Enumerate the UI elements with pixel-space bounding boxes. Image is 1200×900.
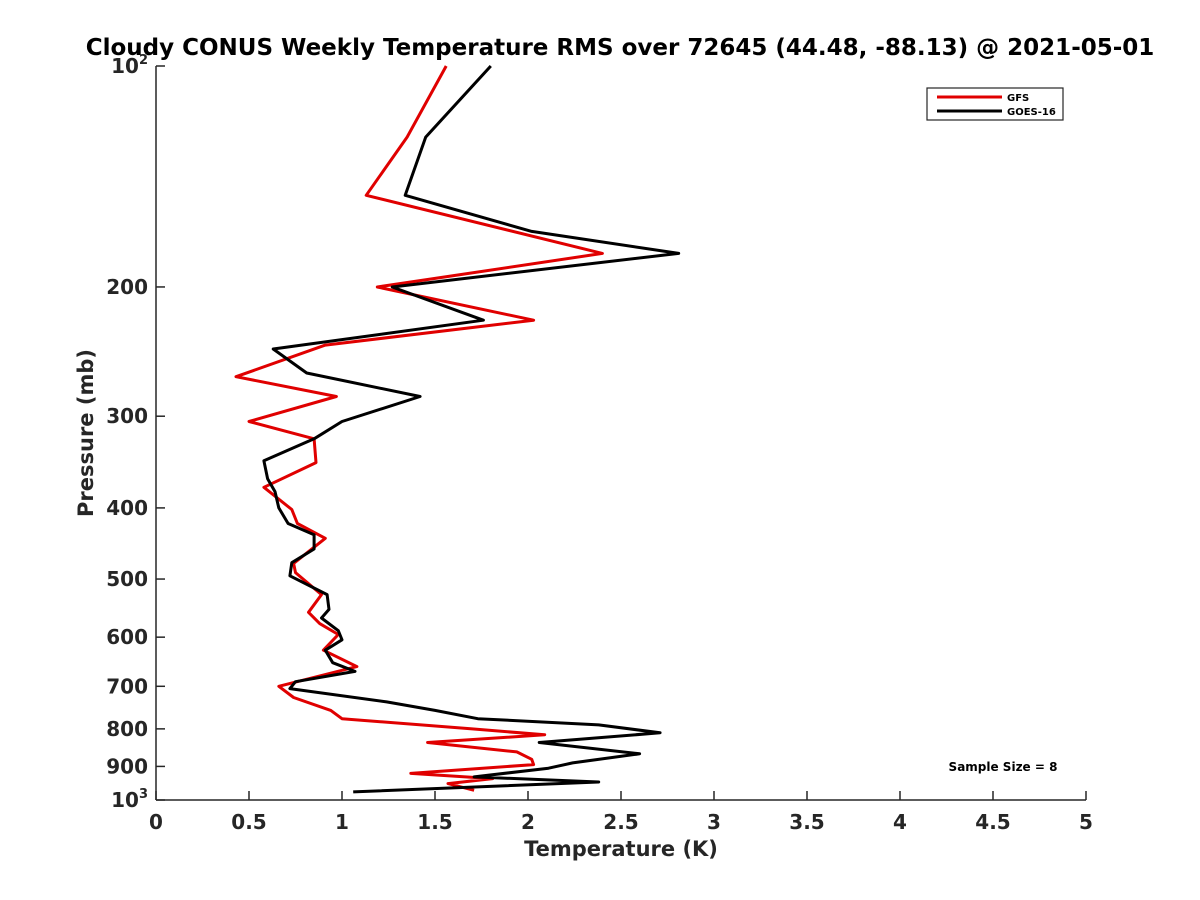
y-tick-label: 500 (106, 567, 148, 591)
y-tick-base: 400 (106, 496, 148, 520)
series-line-gfs (234, 65, 604, 792)
y-axis-label: Pressure (mb) (74, 349, 98, 517)
y-tick-base: 600 (106, 625, 148, 649)
y-tick-exponent: 3 (139, 787, 148, 802)
x-tick-label: 5 (1079, 810, 1093, 834)
x-tick-label: 3.5 (789, 810, 824, 834)
y-tick-base: 900 (106, 754, 148, 778)
y-tick-label: 900 (106, 754, 148, 778)
sample-size-annotation: Sample Size = 8 (949, 760, 1058, 774)
y-tick-label: 103 (111, 787, 148, 812)
legend-box (926, 87, 1064, 121)
x-tick-label: 1 (335, 810, 349, 834)
legend: GFS GOES-16 (926, 87, 1064, 121)
x-tick-label: 2.5 (603, 810, 638, 834)
x-tick-label: 4.5 (975, 810, 1010, 834)
x-tick-label: 3 (707, 810, 721, 834)
y-tick-base: 300 (106, 404, 148, 428)
y-tick-label: 600 (106, 625, 148, 649)
legend-label-goes16: GOES-16 (1007, 107, 1056, 118)
x-tick-label: 4 (893, 810, 907, 834)
y-tick-base: 800 (106, 717, 148, 741)
series-layer (234, 64, 681, 794)
y-tick-label: 200 (106, 275, 148, 299)
y-tick-label: 300 (106, 404, 148, 428)
x-axis-label: Temperature (K) (524, 837, 718, 861)
x-tick-label: 0 (149, 810, 163, 834)
x-tick-label: 0.5 (231, 810, 266, 834)
y-tick-label: 700 (106, 674, 148, 698)
y-tick-base: 500 (106, 567, 148, 591)
y-tick-label: 800 (106, 717, 148, 741)
chart-title: Cloudy CONUS Weekly Temperature RMS over… (86, 35, 1155, 61)
y-tick-label: 400 (106, 496, 148, 520)
series-line-goes16 (262, 64, 681, 794)
plot-area: 0 0.5 1 1.5 2 2.5 3 3.5 4 4.5 5 102200300400500600… (106, 53, 1093, 834)
y-tick-base: 10 (111, 788, 139, 812)
x-ticks: 0 0.5 1 1.5 2 2.5 3 3.5 4 4.5 5 (149, 791, 1093, 834)
y-tick-exponent: 2 (139, 53, 148, 68)
y-tick-label: 102 (111, 53, 148, 78)
y-tick-base: 10 (111, 54, 139, 78)
x-tick-label: 2 (521, 810, 535, 834)
y-tick-base: 700 (106, 674, 148, 698)
x-tick-label: 1.5 (417, 810, 452, 834)
legend-label-gfs: GFS (1007, 93, 1029, 104)
y-tick-base: 200 (106, 275, 148, 299)
